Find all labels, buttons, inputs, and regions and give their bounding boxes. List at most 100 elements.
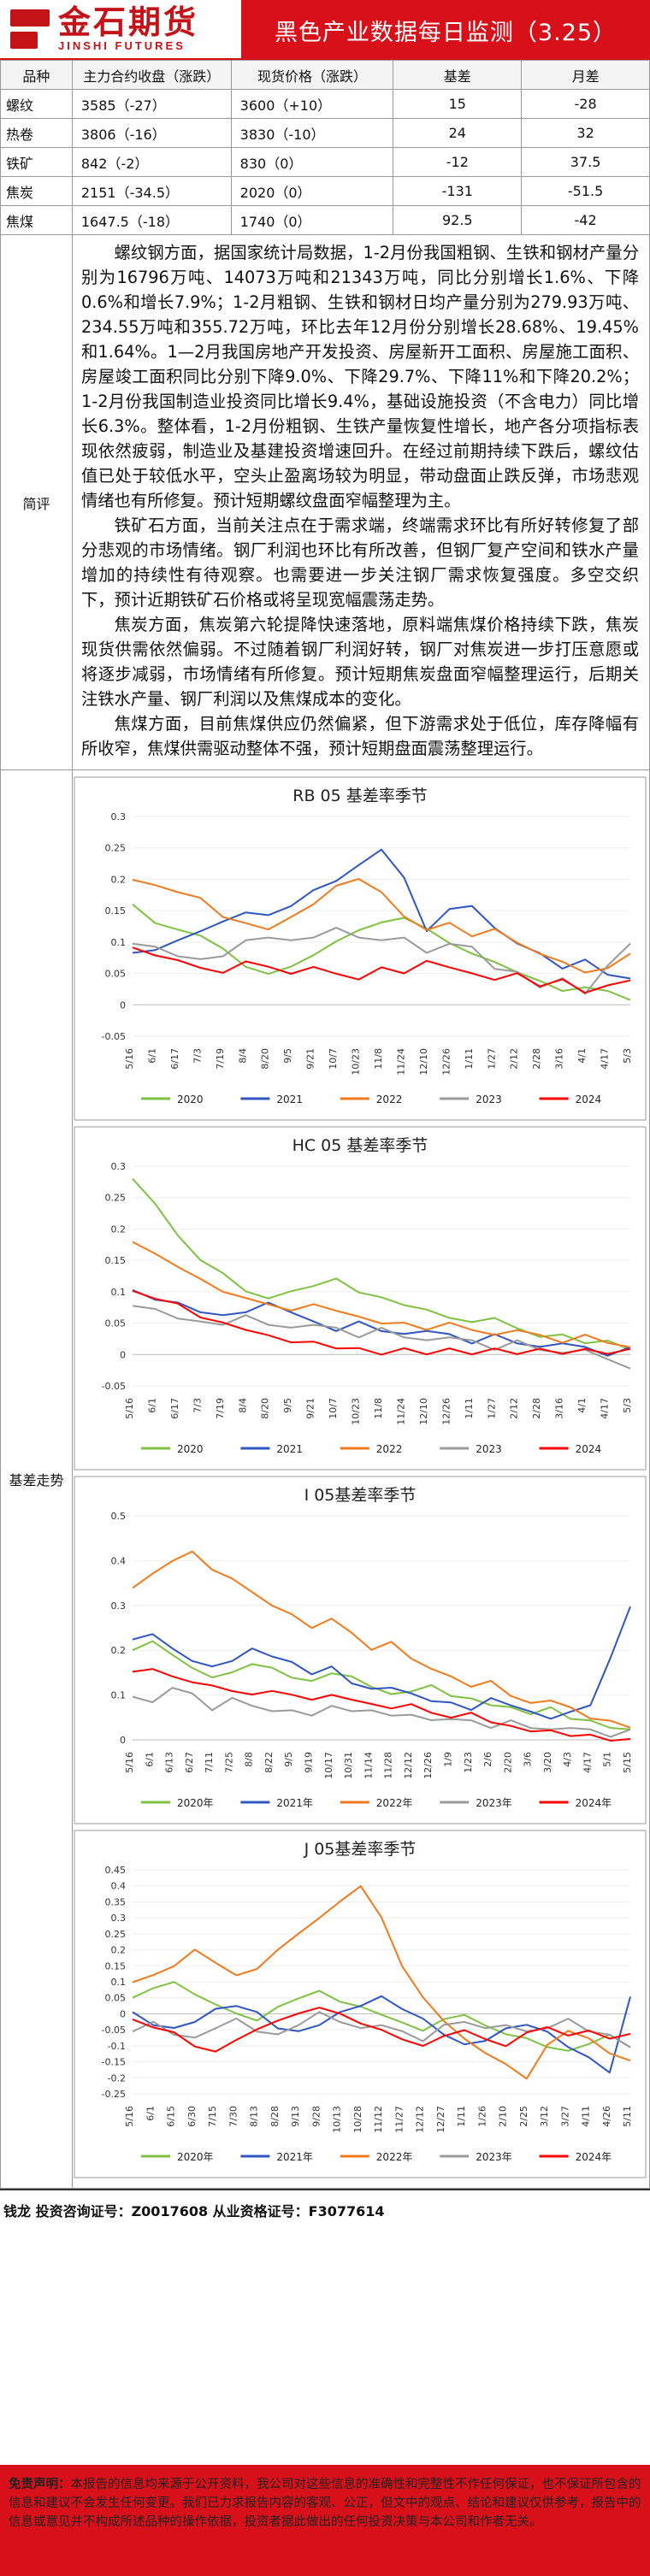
x-tick-label: 2/28 xyxy=(531,1048,542,1070)
x-tick-label: 7/19 xyxy=(215,1398,226,1419)
y-tick-label: 0.15 xyxy=(105,1255,127,1266)
x-tick-label: 9/19 xyxy=(304,1752,315,1773)
header: 金石期货 JINSHI FUTURES 黑色产业数据每日监测（3.25） xyxy=(0,0,650,60)
chart-i05: I 05基差率季节 0.5 0.4 0.3 0.2 0.1 0 5/16 6/1 6/13 6/27… xyxy=(73,1475,649,1825)
legend-label: 2020年 xyxy=(177,2151,214,2163)
chart-rb05-svg: RB 05 基差率季节 0.3 0.25 0.2 0.15 0.1 0.05 0 -0.05 5/… xyxy=(74,776,647,1121)
x-tick-label: 6/17 xyxy=(169,1398,180,1419)
logo-name-en: JINSHI FUTURES xyxy=(58,39,186,52)
y-tick-label: -0.05 xyxy=(102,1381,126,1392)
logo-mark-icon xyxy=(10,9,50,49)
y-tick-label: -0.15 xyxy=(102,2057,126,2068)
basis-section-label: 基差走势 xyxy=(1,770,73,2188)
chart-j05-svg: J 05基差率季节 0.45 0.4 0.35 0.3 0.25 0.2 0.15 0.1 0.0… xyxy=(74,1830,647,2178)
y-tick-label: 0 xyxy=(120,1349,126,1360)
price-table: 品种 主力合约收盘（涨跌） 现货价格（涨跌） 基差 月差 螺纹 3585（-27… xyxy=(0,60,650,235)
commentary-iron-ore: 铁矿石方面，当前关注点在于需求端，终端需求环比有所好转修复了部分悲观的市场情绪。… xyxy=(81,516,639,610)
commentary-coke: 焦炭方面，焦炭第六轮提降快速落地，原料端焦煤价格持续下跌，焦炭现货供需依然偏弱。… xyxy=(81,615,639,709)
row-spot: 2020（0） xyxy=(230,176,394,206)
table-row: 焦炭 2151（-34.5） 2020（0） -131 -51.5 xyxy=(0,176,650,206)
y-tick-label: 0.05 xyxy=(105,1318,127,1329)
y-tick-label: 0 xyxy=(120,1735,126,1746)
x-tick-label: 11/8 xyxy=(373,1398,384,1419)
chart-frame xyxy=(74,776,647,1121)
y-tick-label: 0.05 xyxy=(105,969,127,980)
x-tick-label: 1/27 xyxy=(486,1048,497,1070)
commentary-rebar: 螺纹钢方面，据国家统计局数据，1-2月份我国粗钢、生铁和钢材产量分别为16796… xyxy=(81,243,639,510)
x-tick-label: 1/11 xyxy=(456,2106,467,2127)
commentary-coking-coal: 焦煤方面，目前焦煤供应仍然偏紧，但下游需求处于低位，库存降幅有所收窄，焦煤供需驱… xyxy=(81,714,639,758)
y-tick-label: 0.1 xyxy=(111,1977,127,1988)
x-tick-label: 3/12 xyxy=(539,2106,550,2127)
y-tick-label: 0.25 xyxy=(105,843,127,854)
x-tick-label: 4/26 xyxy=(601,2106,612,2127)
y-tick-label: 0.4 xyxy=(111,1881,127,1892)
x-tick-label: 7/19 xyxy=(215,1048,226,1070)
series-line-2024年 xyxy=(132,2007,631,2053)
x-tick-label: 6/1 xyxy=(144,1752,155,1767)
x-tick-label: 6/15 xyxy=(166,2106,177,2127)
y-tick-label: 0.1 xyxy=(111,1287,127,1298)
x-tick-label: 12/26 xyxy=(422,1752,434,1779)
y-tick-label: -0.2 xyxy=(108,2072,126,2084)
chart-title: I 05基差率季节 xyxy=(304,1486,417,1505)
x-tick-label: 11/28 xyxy=(383,1752,394,1779)
y-tick-label: 0.3 xyxy=(111,1913,127,1924)
disclaimer-text: 本报告的信息均来源于公开资料，我公司对这些信息的准确性和完整性不作任何保证，也不… xyxy=(9,2478,641,2529)
x-tick-label: 6/30 xyxy=(186,2106,198,2127)
x-tick-label: 6/1 xyxy=(146,1398,157,1413)
x-tick-label: 5/3 xyxy=(622,1398,633,1413)
x-tick-label: 10/7 xyxy=(328,1398,339,1419)
x-tick-label: 12/27 xyxy=(435,2106,446,2133)
x-tick-label: 2/20 xyxy=(502,1752,513,1773)
y-tick-label: 0.2 xyxy=(111,1223,127,1235)
legend-label: 2021年 xyxy=(276,1797,313,1809)
x-tick-label: 5/3 xyxy=(622,1048,633,1064)
row-spread: -42 xyxy=(521,205,650,235)
legend-label: 2024年 xyxy=(576,1797,612,1809)
series-line-2020 xyxy=(132,1178,631,1351)
x-tick-label: 8/20 xyxy=(260,1048,271,1070)
y-tick-label: 0.2 xyxy=(111,1945,127,1956)
y-tick-label: 0.1 xyxy=(111,937,127,948)
legend-label: 2020年 xyxy=(177,1797,214,1809)
table-row: 铁矿 842（-2） 830（0） -12 37.5 xyxy=(0,147,650,177)
x-tick-label: 10/13 xyxy=(332,2106,343,2133)
legend-label: 2022年 xyxy=(376,1797,413,1809)
row-close: 2151（-34.5） xyxy=(71,176,232,206)
y-tick-label: 0.05 xyxy=(105,1993,127,2004)
x-tick-label: 3/20 xyxy=(542,1752,553,1773)
series-line-2023年 xyxy=(132,2011,631,2048)
x-tick-label: 8/13 xyxy=(249,2106,260,2127)
chart-title: J 05基差率季节 xyxy=(304,1840,417,1859)
row-spot: 3600（+10） xyxy=(230,89,394,119)
x-tick-label: 3/27 xyxy=(559,2106,570,2127)
y-tick-label: -0.1 xyxy=(108,2041,126,2052)
x-tick-label: 5/16 xyxy=(124,1752,135,1773)
x-tick-label: 2/12 xyxy=(509,1398,520,1419)
y-tick-label: 0.4 xyxy=(111,1555,127,1566)
series-line-2024 xyxy=(132,1289,631,1356)
x-tick-label: 3/6 xyxy=(523,1752,534,1767)
row-close: 842（-2） xyxy=(71,147,232,177)
x-tick-label: 10/23 xyxy=(351,1398,362,1425)
x-tick-label: 10/28 xyxy=(352,2106,363,2133)
row-spread: -28 xyxy=(521,89,650,119)
x-tick-label: 11/24 xyxy=(395,1048,406,1076)
chart-frame xyxy=(74,1126,647,1471)
x-tick-label: 10/31 xyxy=(343,1752,354,1779)
y-tick-label: 0.3 xyxy=(111,1600,127,1612)
x-tick-label: 6/13 xyxy=(164,1752,175,1773)
row-spread: 37.5 xyxy=(521,147,650,177)
commentary-label: 简评 xyxy=(1,235,73,769)
series-line-2023年 xyxy=(132,1687,631,1738)
y-tick-label: 0.1 xyxy=(111,1690,127,1701)
legend-label: 2022 xyxy=(376,1093,403,1105)
x-tick-label: 10/23 xyxy=(351,1048,362,1076)
x-tick-label: 4/1 xyxy=(576,1048,588,1064)
y-tick-label: 0.15 xyxy=(105,905,127,917)
x-tick-label: 4/1 xyxy=(576,1398,588,1413)
analyst-signature: 钱龙 投资咨询证号：Z0017608 从业资格证号：F3077614 xyxy=(0,2189,650,2230)
x-tick-label: 8/22 xyxy=(263,1752,275,1773)
x-tick-label: 11/24 xyxy=(395,1398,406,1425)
